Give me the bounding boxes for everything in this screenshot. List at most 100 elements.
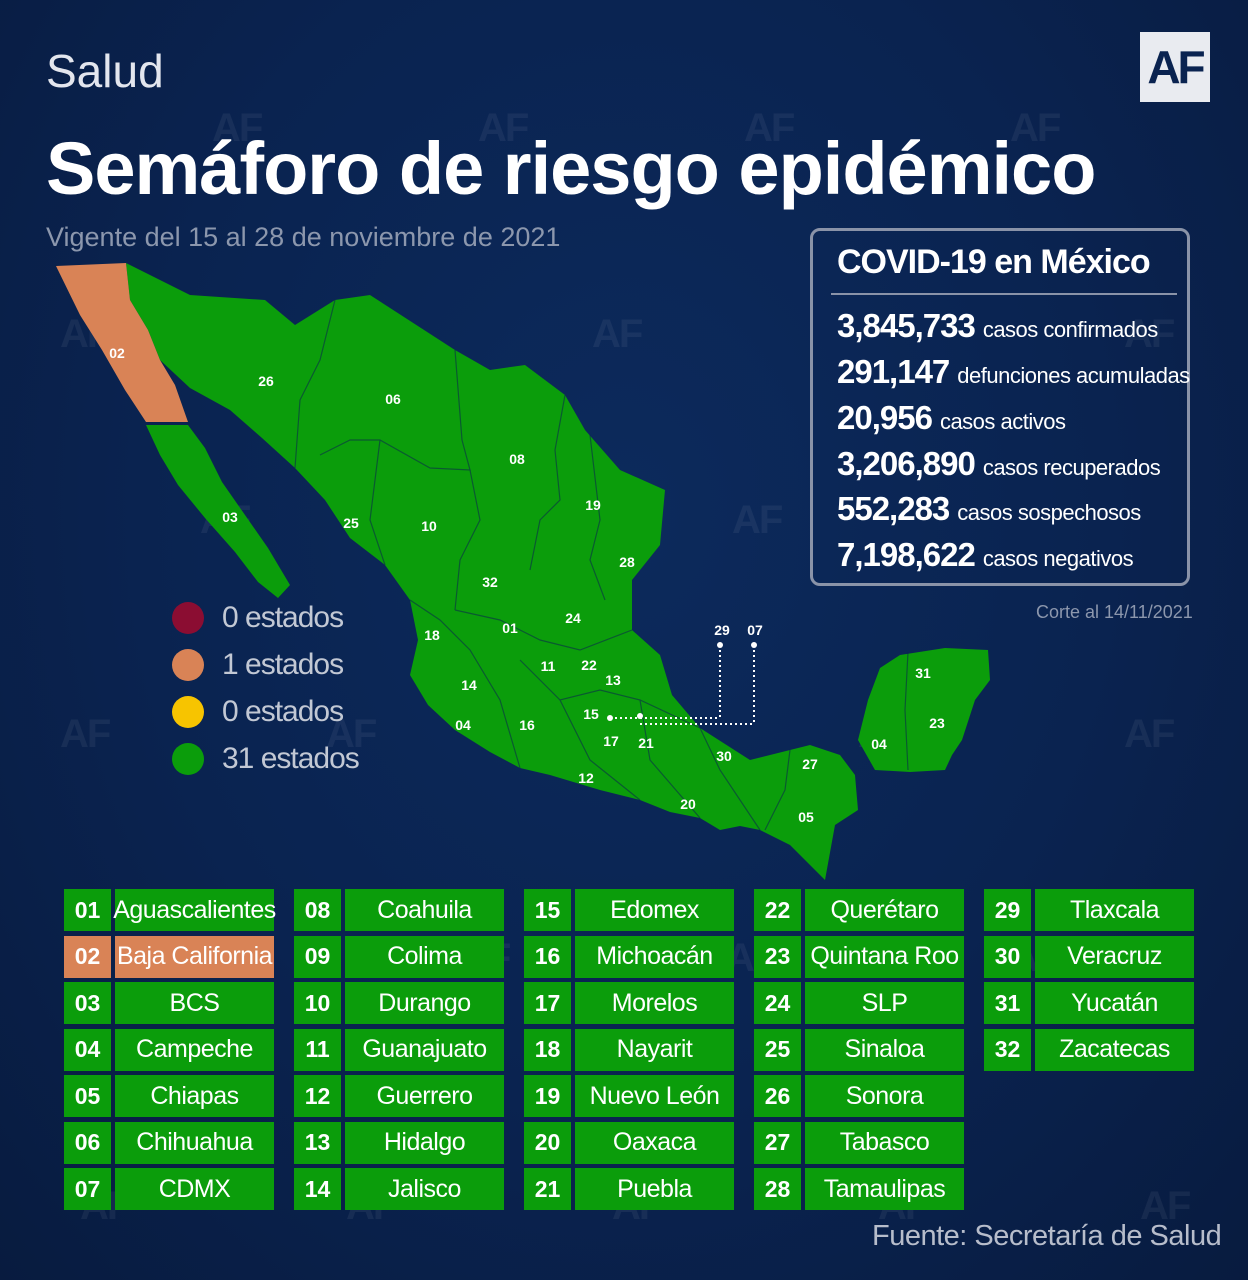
state-code: 01	[64, 889, 111, 931]
baja-california-sur-shape	[146, 425, 290, 598]
watermark-logo: AF	[592, 312, 643, 356]
state-code: 16	[524, 935, 571, 978]
map-label-21: 21	[638, 735, 654, 751]
watermark-logo: AF	[1124, 712, 1175, 756]
stat-value: 7,198,622	[837, 536, 976, 573]
map-label-09: 04	[455, 717, 471, 733]
callout-label-07: 07	[747, 622, 763, 638]
state-row: 05 Chiapas	[64, 1075, 274, 1117]
state-name: Baja California	[115, 935, 274, 978]
watermark-logo: AF	[1124, 312, 1175, 356]
state-code: 21	[524, 1168, 571, 1210]
map-label-05: 05	[798, 809, 814, 825]
state-name: Nuevo León	[575, 1075, 734, 1117]
map-label-32: 32	[482, 574, 498, 590]
state-code: 06	[64, 1121, 111, 1164]
legend-color-dot	[172, 743, 204, 775]
state-code: 23	[754, 935, 801, 978]
state-code: 10	[294, 982, 341, 1024]
state-code: 14	[294, 1168, 341, 1210]
legend-color-dot	[172, 602, 204, 634]
state-row: 03 BCS	[64, 982, 274, 1024]
state-row: 30 Veracruz	[984, 935, 1194, 978]
state-code: 18	[524, 1028, 571, 1071]
state-row: 32 Zacatecas	[984, 1028, 1194, 1071]
state-name: SLP	[805, 982, 964, 1024]
map-label-30: 30	[716, 748, 732, 764]
stat-label: casos confirmados	[982, 317, 1158, 342]
state-row: 12 Guerrero	[294, 1075, 504, 1117]
state-name: Michoacán	[575, 935, 734, 978]
map-label-16: 16	[519, 717, 535, 733]
state-name: Hidalgo	[345, 1121, 504, 1164]
state-row: 22 Querétaro	[754, 889, 964, 931]
state-name: Sinaloa	[805, 1028, 964, 1071]
map-label-03: 03	[222, 509, 238, 525]
state-code: 12	[294, 1075, 341, 1117]
section-label: Salud	[46, 45, 164, 97]
stat-confirmed: 3,845,733 casos confirmados	[837, 307, 1158, 345]
state-name: Chihuahua	[115, 1121, 274, 1164]
state-code: 19	[524, 1075, 571, 1117]
stat-label: casos sospechosos	[957, 500, 1141, 525]
map-label-28: 28	[619, 554, 635, 570]
state-name: Guanajuato	[345, 1028, 504, 1071]
state-name: Morelos	[575, 982, 734, 1024]
watermark-logo: AF	[212, 106, 263, 150]
watermark-logo: AF	[1010, 106, 1061, 150]
state-name: Nayarit	[575, 1028, 734, 1071]
state-code: 05	[64, 1075, 111, 1117]
watermark-logo: AF	[744, 106, 795, 150]
state-name: Chiapas	[115, 1075, 274, 1117]
state-row: 17 Morelos	[524, 982, 734, 1024]
state-name: Campeche	[115, 1028, 274, 1071]
state-name: Jalisco	[345, 1168, 504, 1210]
state-name: Yucatán	[1035, 982, 1194, 1024]
state-code: 09	[294, 935, 341, 978]
state-code: 11	[294, 1028, 341, 1071]
stat-value: 20,956	[837, 399, 933, 436]
state-row: 09 Colima	[294, 935, 504, 978]
watermark-logo: AF	[1140, 1184, 1191, 1228]
legend-label: 0 estados	[222, 695, 344, 728]
state-row: 15 Edomex	[524, 889, 734, 931]
state-code: 29	[984, 889, 1031, 931]
legend-item: 31 estados	[172, 741, 360, 777]
map-label-01: 01	[502, 620, 518, 636]
state-name: Tlaxcala	[1035, 889, 1194, 931]
map-label-23: 23	[929, 715, 945, 731]
watermark-logo: AF	[478, 106, 529, 150]
state-code: 31	[984, 982, 1031, 1024]
state-code: 24	[754, 982, 801, 1024]
map-label-20: 20	[680, 796, 696, 812]
cutoff-date: Corte al 14/11/2021	[1036, 602, 1193, 622]
state-row: 04 Campeche	[64, 1028, 274, 1071]
page-title: Semáforo de riesgo epidémico	[46, 127, 1096, 210]
map-label-15: 15	[583, 706, 599, 722]
map-label-31: 31	[915, 665, 931, 681]
state-code: 22	[754, 889, 801, 931]
state-name: Veracruz	[1035, 935, 1194, 978]
stat-value: 291,147	[837, 353, 950, 390]
stat-value: 3,845,733	[837, 307, 976, 344]
state-row: 08 Coahuila	[294, 889, 504, 931]
state-row: 19 Nuevo León	[524, 1075, 734, 1117]
state-code: 27	[754, 1121, 801, 1164]
state-name: Edomex	[575, 889, 734, 931]
state-code: 07	[64, 1168, 111, 1210]
state-name: Sonora	[805, 1075, 964, 1117]
map-label-25: 25	[343, 515, 359, 531]
state-row: 06 Chihuahua	[64, 1121, 274, 1164]
state-code: 13	[294, 1121, 341, 1164]
map-label-08: 08	[509, 451, 525, 467]
map-label-22: 22	[581, 657, 597, 673]
state-row: 14 Jalisco	[294, 1168, 504, 1210]
map-label-14: 14	[461, 677, 477, 693]
state-code: 15	[524, 889, 571, 931]
state-row: 21 Puebla	[524, 1168, 734, 1210]
map-label-24: 24	[565, 610, 581, 626]
state-row: 18 Nayarit	[524, 1028, 734, 1071]
state-row: 01 Aguascalientes	[64, 889, 276, 931]
state-row: 10 Durango	[294, 982, 504, 1024]
stat-recovered: 3,206,890 casos recuperados	[837, 445, 1161, 483]
